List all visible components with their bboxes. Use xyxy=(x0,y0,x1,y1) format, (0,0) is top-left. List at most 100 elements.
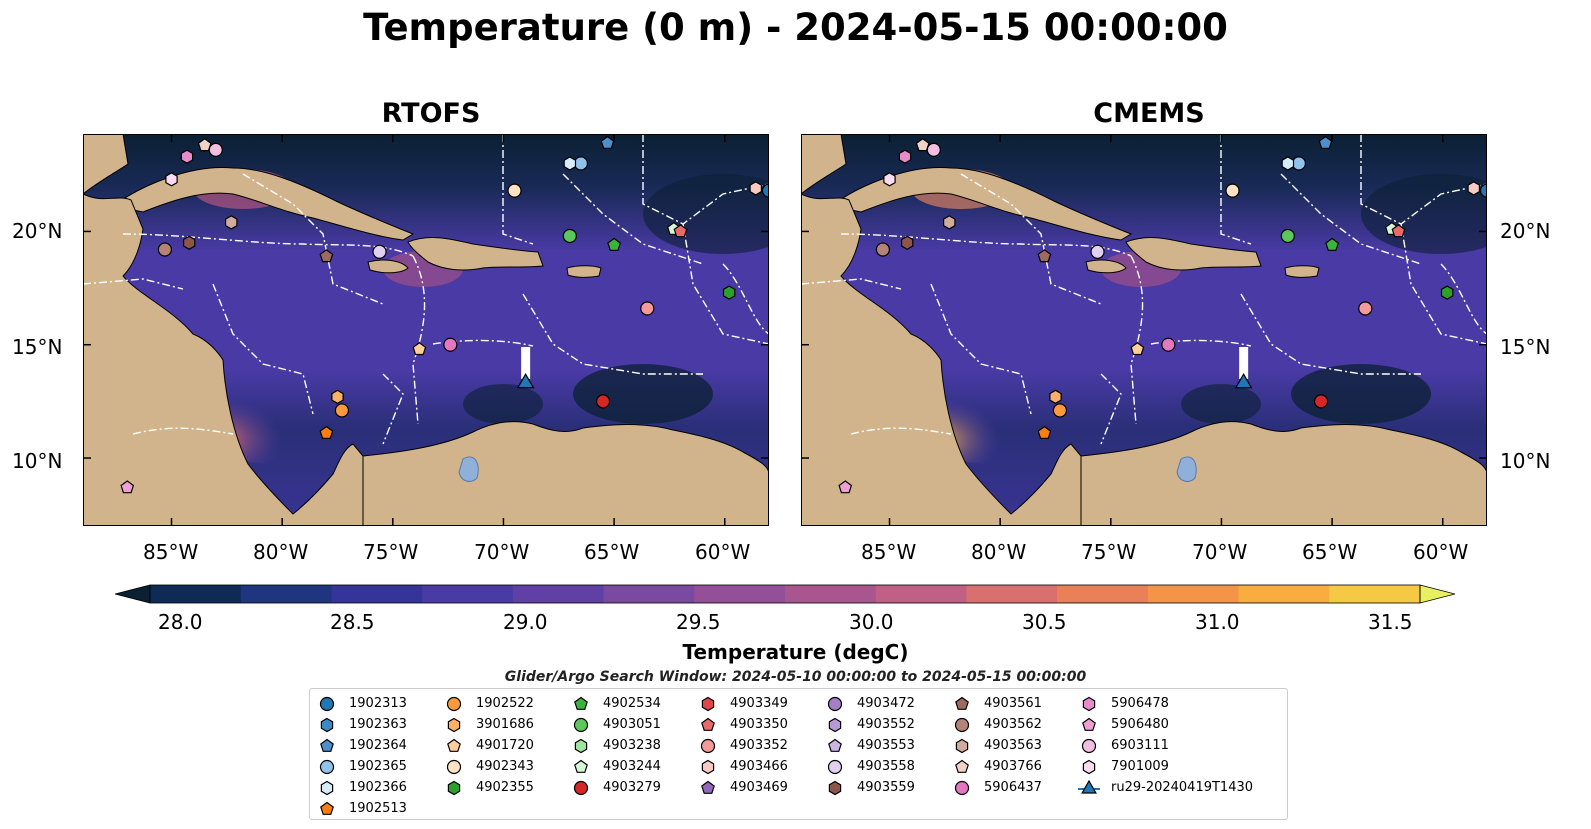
legend-item: 4902343 xyxy=(443,756,534,777)
legend-column: 5906478 5906480 6903111 7901009 ru29-2024041… xyxy=(1078,693,1253,798)
legend-label: 4903553 xyxy=(857,738,915,753)
legend-label: 4902355 xyxy=(476,780,534,795)
colorbar-tick: 29.0 xyxy=(503,610,548,634)
colorbar-tick: 30.0 xyxy=(849,610,894,634)
float-marker-1902313 xyxy=(1479,183,1487,198)
legend-column: 1902313 1902363 1902364 1902365 1902366 19025… xyxy=(316,693,407,819)
float-marker-7901009 xyxy=(165,172,178,187)
circle-marker-icon xyxy=(954,717,970,732)
lon-label-60w-left: 60°W xyxy=(695,540,751,564)
pentagon-marker-icon xyxy=(574,696,588,710)
float-marker-4903766 xyxy=(197,138,212,152)
circle-marker-icon xyxy=(319,696,335,711)
eez-boundaries xyxy=(83,134,769,445)
legend-label: 5906478 xyxy=(1111,696,1169,711)
legend-item: 4903469 xyxy=(697,777,788,798)
circle-marker-icon xyxy=(446,696,462,711)
cmems-map xyxy=(801,134,1487,526)
float-marker-4903279 xyxy=(595,394,611,409)
float-marker-4902343 xyxy=(1225,183,1240,198)
float-marker-3901686 xyxy=(1049,389,1062,404)
legend-item: 4903051 xyxy=(570,714,661,735)
legend-label: 6903111 xyxy=(1111,738,1169,753)
float-marker-1902365 xyxy=(1291,156,1307,171)
legend-item: 4902534 xyxy=(570,693,661,714)
circle-marker-icon xyxy=(954,780,970,795)
hexagon-marker-icon xyxy=(1082,696,1096,711)
hexagon-marker-icon xyxy=(320,780,334,795)
hexagon-marker-icon xyxy=(447,780,461,795)
legend-label: 4903559 xyxy=(857,780,915,795)
colorbar-tick: 31.5 xyxy=(1368,610,1413,634)
legend-label: 4903279 xyxy=(603,780,661,795)
lon-label-80w-right: 80°W xyxy=(971,540,1027,564)
legend-item: 4903553 xyxy=(824,735,915,756)
float-marker-5906478 xyxy=(180,149,194,164)
hexagon-marker-icon xyxy=(320,717,334,732)
float-marker-4903279 xyxy=(1313,394,1329,409)
lat-label-10n-left: 10°N xyxy=(12,449,63,473)
legend-label: 1902363 xyxy=(349,717,407,732)
legend-label: 4903558 xyxy=(857,759,915,774)
lon-label-85w-right: 85°W xyxy=(861,540,917,564)
legend-item: 5906480 xyxy=(1078,714,1253,735)
lon-label-85w-left: 85°W xyxy=(143,540,199,564)
circle-marker-icon xyxy=(827,696,843,711)
circle-marker-icon xyxy=(573,780,589,795)
legend-column: 4903472 4903552 4903553 4903558 4903559 xyxy=(824,693,915,798)
legend-label: ru29-20240419T1430 xyxy=(1111,780,1254,795)
legend-label: 4903562 xyxy=(984,717,1042,732)
float-marker-7901009 xyxy=(883,172,896,187)
pentagon-marker-icon xyxy=(447,738,461,752)
legend-item: 4903561 xyxy=(951,693,1042,714)
legend-column: 1902522 3901686 4901720 4902343 4902355 xyxy=(443,693,534,798)
pentagon-marker-icon xyxy=(828,738,842,752)
float-marker-4903051 xyxy=(562,228,577,244)
lon-label-70w-left: 70°W xyxy=(474,540,530,564)
float-marker-4903352 xyxy=(1358,301,1373,316)
legend-label: 1902522 xyxy=(476,696,534,711)
float-marker-1902513 xyxy=(319,425,334,439)
legend-label: 4903469 xyxy=(730,780,788,795)
legend-label: 4903766 xyxy=(984,759,1042,774)
float-marker-5906478 xyxy=(898,149,912,164)
float-marker-5906437 xyxy=(443,337,458,352)
legend-item: 4903279 xyxy=(570,777,661,798)
legend-item: 4903552 xyxy=(824,714,915,735)
legend-label: 4902534 xyxy=(603,696,661,711)
legend-label: 4903238 xyxy=(603,738,661,753)
legend-item: 4902355 xyxy=(443,777,534,798)
float-marker-1902522 xyxy=(334,403,350,418)
float-marker-4903563 xyxy=(943,215,956,230)
circle-marker-icon xyxy=(573,717,589,732)
legend-item: 4903244 xyxy=(570,756,661,777)
legend-label: 4903563 xyxy=(984,738,1042,753)
legend-item: 1902365 xyxy=(316,756,407,777)
legend-item: 6903111 xyxy=(1078,735,1253,756)
float-marker-ru29-20240419T1430 xyxy=(516,373,535,389)
float-marker-1902313 xyxy=(761,183,769,198)
legend-item: 4903558 xyxy=(824,756,915,777)
lon-label-75w-right: 75°W xyxy=(1081,540,1137,564)
legend-item: 4903559 xyxy=(824,777,915,798)
circle-marker-icon xyxy=(446,759,462,774)
float-marker-4903558 xyxy=(372,244,387,259)
legend-column: 4903561 4903562 4903563 4903766 5906437 xyxy=(951,693,1042,798)
hexagon-marker-icon xyxy=(701,759,715,774)
legend-label: 4903349 xyxy=(730,696,788,711)
legend-item: 1902363 xyxy=(316,714,407,735)
float-marker-1902522 xyxy=(1052,403,1068,418)
pentagon-marker-icon xyxy=(574,759,588,773)
hexagon-marker-icon xyxy=(1082,759,1096,774)
pentagon-marker-icon xyxy=(1082,717,1096,731)
legend-item: 4903466 xyxy=(697,756,788,777)
legend-item: 5906478 xyxy=(1078,693,1253,714)
legend-item: 1902364 xyxy=(316,735,407,756)
lon-label-65w-right: 65°W xyxy=(1302,540,1358,564)
colorbar-tick: 28.0 xyxy=(158,610,203,634)
lat-label-15n-left: 15°N xyxy=(12,335,63,359)
legend-item: 1902366 xyxy=(316,777,407,798)
float-marker-6903111 xyxy=(208,142,223,157)
float-marker-4902534 xyxy=(607,237,622,251)
float-marker-4901720 xyxy=(1130,342,1145,356)
